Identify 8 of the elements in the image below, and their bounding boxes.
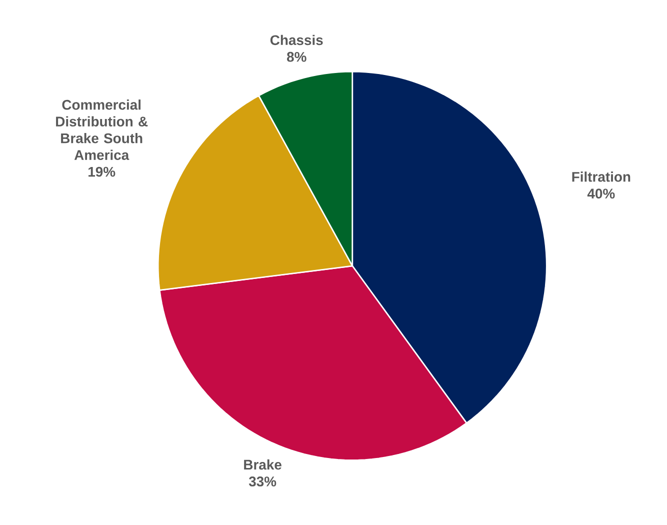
slice-label: Filtration	[572, 171, 630, 182]
data-label: 40%	[587, 188, 615, 198]
data-label: 8%	[286, 52, 306, 62]
slice-label: Chassis	[270, 34, 323, 45]
data-label: 19%	[88, 166, 116, 177]
data-label: 33%	[248, 476, 276, 486]
slice-label: Commercial Distribution & Brake South America	[56, 99, 148, 160]
slice-label: Brake	[244, 459, 282, 470]
